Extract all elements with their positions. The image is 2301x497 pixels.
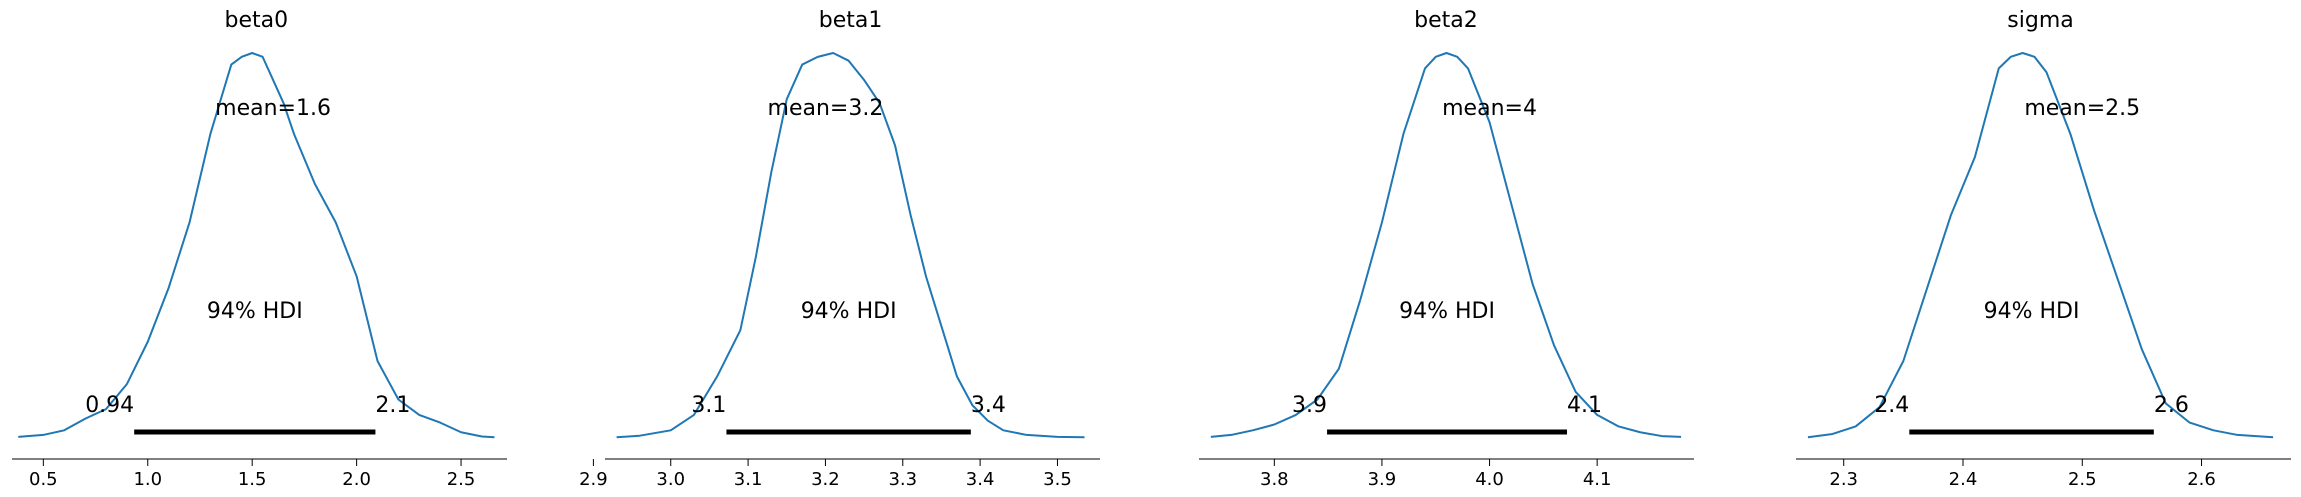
x-tick-label: 4.0 bbox=[1475, 469, 1504, 490]
hdi-high-label: 3.4 bbox=[971, 393, 1006, 418]
hdi-high-label: 4.1 bbox=[1567, 393, 1602, 418]
panel-title: beta1 bbox=[819, 8, 883, 33]
x-tick-label: 3.5 bbox=[1043, 469, 1072, 490]
x-tick-label: 2.3 bbox=[1829, 469, 1858, 490]
x-tick-label: 2.0 bbox=[342, 469, 371, 490]
x-tick-label: 1.0 bbox=[133, 469, 162, 490]
mean-label: mean=3.2 bbox=[768, 96, 884, 121]
hdi-label: 94% HDI bbox=[207, 299, 303, 324]
density-curve bbox=[1210, 52, 1682, 438]
panel-title: beta0 bbox=[225, 8, 289, 33]
density-curve bbox=[1807, 52, 2274, 439]
mean-label: mean=1.6 bbox=[215, 96, 331, 121]
panel-beta2: beta2 mean=4 94% HDI 3.9 4.1 3.8 3.9 4.0 4.1 bbox=[1199, 8, 1694, 490]
density-curve bbox=[18, 52, 495, 439]
hdi-low-label: 3.9 bbox=[1292, 393, 1327, 418]
mean-label: mean=2.5 bbox=[2024, 96, 2140, 121]
panel-beta0: beta0 mean=1.6 94% HDI 0.94 2.1 0.5 1.0 1.5 2.0 2… bbox=[12, 8, 507, 490]
x-tick-label: 0.5 bbox=[29, 469, 58, 490]
x-tick-label: 2.4 bbox=[1949, 469, 1978, 490]
hdi-label: 94% HDI bbox=[1984, 299, 2080, 324]
x-tick-label: 1.5 bbox=[238, 469, 267, 490]
mean-label: mean=4 bbox=[1442, 96, 1537, 121]
x-tick-label: 4.1 bbox=[1583, 469, 1612, 490]
panel-title: sigma bbox=[2007, 8, 2073, 33]
x-tick-label: 3.2 bbox=[811, 469, 840, 490]
panel-title: beta2 bbox=[1414, 8, 1478, 33]
x-tick-label: 2.5 bbox=[2068, 469, 2097, 490]
hdi-label: 94% HDI bbox=[801, 299, 897, 324]
panel-sigma: sigma mean=2.5 94% HDI 2.4 2.6 2.3 2.4 2.5 2.6 bbox=[1796, 8, 2291, 490]
hdi-low-label: 2.4 bbox=[1874, 393, 1909, 418]
x-tick-label: 2.6 bbox=[2187, 469, 2216, 490]
hdi-low-label: 0.94 bbox=[85, 393, 134, 418]
x-tick-label: 2.9 bbox=[579, 469, 608, 490]
hdi-low-label: 3.1 bbox=[691, 393, 726, 418]
density-curve bbox=[616, 52, 1085, 439]
x-tick-label: 3.0 bbox=[656, 469, 685, 490]
x-tick-label: 2.5 bbox=[447, 469, 476, 490]
hdi-high-label: 2.6 bbox=[2154, 393, 2189, 418]
hdi-label: 94% HDI bbox=[1399, 299, 1495, 324]
x-tick-label: 3.3 bbox=[888, 469, 917, 490]
x-tick-label: 3.8 bbox=[1260, 469, 1289, 490]
x-tick-label: 3.1 bbox=[734, 469, 763, 490]
hdi-high-label: 2.1 bbox=[375, 393, 410, 418]
x-tick-label: 3.9 bbox=[1368, 469, 1397, 490]
x-tick-label: 3.4 bbox=[966, 469, 995, 490]
panel-beta1: beta1 mean=3.2 94% HDI 3.1 3.4 2.9 3.0 3.1 3.2 3.… bbox=[579, 8, 1100, 490]
